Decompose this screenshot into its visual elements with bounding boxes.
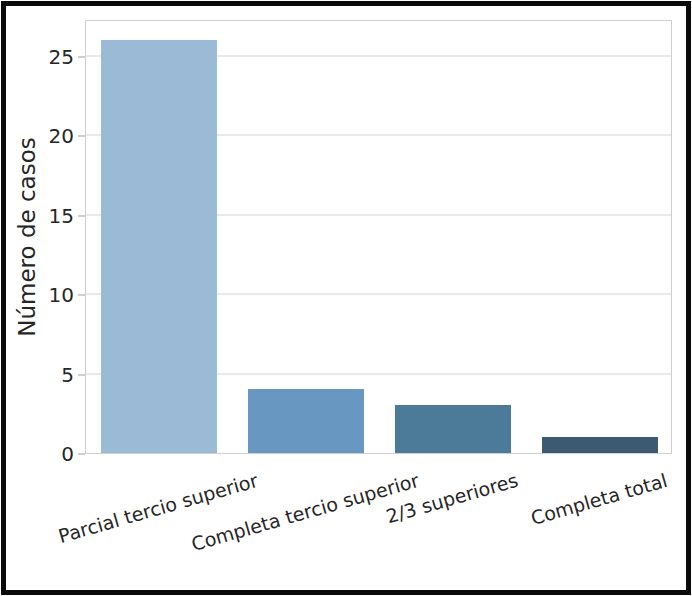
bar	[101, 40, 217, 453]
y-tick-label: 15	[0, 201, 74, 231]
bar	[542, 437, 658, 453]
y-tick-mark	[78, 215, 85, 217]
y-tick-label: 5	[0, 360, 74, 390]
y-tick-label: 20	[0, 121, 74, 151]
y-tick-mark	[78, 374, 85, 376]
x-tick-label: Completa total	[528, 468, 670, 530]
y-tick-label: 0	[0, 439, 74, 469]
y-tick-mark	[78, 294, 85, 296]
plot-area	[85, 20, 672, 454]
y-tick-label: 25	[0, 42, 74, 72]
chart-figure: Número de casos 0510152025Parcial tercio…	[0, 0, 692, 596]
bar	[248, 389, 364, 453]
y-tick-mark	[78, 135, 85, 137]
y-tick-mark	[78, 56, 85, 58]
bar	[395, 405, 511, 453]
y-tick-mark	[78, 453, 85, 455]
y-tick-label: 10	[0, 280, 74, 310]
